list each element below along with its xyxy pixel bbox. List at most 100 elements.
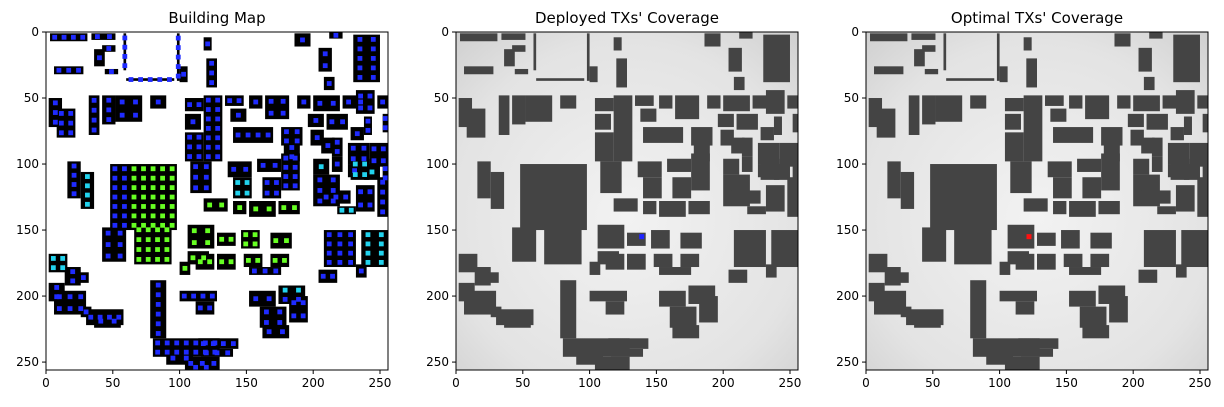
candidate-site [85, 201, 90, 207]
plot-area [456, 32, 798, 370]
building-footprint [1079, 306, 1107, 328]
candidate-site [209, 70, 215, 76]
candidate-site [122, 204, 127, 209]
candidate-site [361, 145, 367, 151]
building-footprint [512, 227, 537, 262]
candidate-site [160, 166, 166, 172]
candidate-site [117, 253, 123, 259]
building-footprint [594, 113, 611, 130]
candidate-site [83, 309, 89, 315]
candidate-site [264, 320, 269, 325]
candidate-site [197, 305, 203, 311]
candidate-site [52, 34, 58, 40]
candidate-site [367, 189, 373, 195]
candidate-site [274, 190, 279, 196]
candidate-site [348, 241, 353, 247]
candidate-site [255, 258, 261, 263]
building-footprint [504, 314, 531, 328]
candidate-site [66, 67, 72, 73]
candidate-site [122, 222, 127, 228]
building-footprint [908, 95, 920, 135]
candidate-site [160, 204, 166, 209]
building-footprint [64, 267, 81, 286]
chart-title: Deployed TXs' Coverage [535, 9, 719, 27]
candidate-site [326, 259, 332, 265]
candidate-site [284, 138, 289, 144]
candidate-site [380, 99, 386, 105]
building-footprint [691, 153, 710, 191]
building-footprint [1138, 269, 1158, 283]
building-footprint [326, 113, 348, 130]
building-footprint [355, 185, 375, 212]
building-footprint [1037, 232, 1056, 246]
building-footprint [382, 113, 388, 133]
candidate-site [141, 185, 146, 191]
building-footprint [536, 78, 585, 81]
candidate-site [71, 172, 77, 178]
building-footprint [699, 296, 718, 323]
tx-marker [639, 234, 645, 240]
candidate-site [112, 194, 118, 200]
candidate-site [164, 237, 170, 243]
x-tick-label: 50 [105, 376, 120, 390]
candidate-site [191, 240, 197, 245]
building-footprint [1082, 177, 1102, 199]
candidate-site [260, 162, 266, 168]
candidate-site [145, 227, 151, 233]
candidate-site [334, 139, 340, 145]
building-footprint [150, 280, 167, 339]
candidate-site [85, 192, 90, 198]
candidate-site [193, 185, 199, 191]
building-footprint [1026, 58, 1037, 88]
candidate-site [323, 194, 329, 200]
building-footprint [922, 45, 936, 52]
building-footprint [1077, 158, 1102, 172]
candidate-site [71, 163, 77, 169]
candidate-site [371, 158, 377, 164]
candidate-site [371, 146, 377, 152]
candidate-site [205, 116, 211, 122]
candidate-site [357, 56, 363, 61]
candidate-site [70, 278, 76, 284]
building-footprint [1069, 201, 1096, 217]
building-footprint [946, 78, 995, 81]
building-footprint [659, 267, 692, 275]
candidate-site [175, 64, 181, 69]
building-footprint [589, 290, 627, 302]
building-footprint [278, 201, 300, 215]
candidate-site [106, 117, 112, 122]
building-footprint [739, 32, 753, 39]
plot-frame [45, 31, 389, 371]
candidate-site [365, 127, 371, 133]
candidate-site [283, 164, 289, 170]
building-footprint [954, 224, 992, 265]
building-footprint [91, 33, 116, 40]
candidate-site [348, 250, 353, 256]
building-footprint [50, 33, 88, 42]
building-footprint [1061, 230, 1080, 249]
candidate-site [78, 294, 84, 300]
candidate-site [169, 194, 175, 200]
building-footprint [382, 164, 388, 183]
candidate-site [157, 77, 163, 82]
y-tick-label: 250 [426, 355, 449, 369]
candidate-site [170, 355, 176, 361]
building-footprint [1130, 129, 1144, 146]
y-tick-label: 150 [426, 223, 449, 237]
candidate-site [182, 265, 188, 271]
candidate-site [294, 138, 300, 144]
candidate-site [58, 130, 64, 136]
candidate-site [322, 51, 328, 57]
candidate-site [112, 204, 118, 209]
candidate-site [378, 259, 384, 265]
building-footprint [930, 164, 997, 231]
building-footprint [935, 95, 963, 122]
candidate-site [358, 268, 364, 274]
building-footprint [870, 33, 908, 42]
candidate-site [215, 116, 221, 122]
x-tick-label: 50 [515, 376, 530, 390]
candidate-site [333, 32, 339, 38]
candidate-site [68, 130, 74, 136]
panel-building-map: Building Map 0 50 100 150 200 250 0 50 100 150 200… [0, 0, 400, 407]
